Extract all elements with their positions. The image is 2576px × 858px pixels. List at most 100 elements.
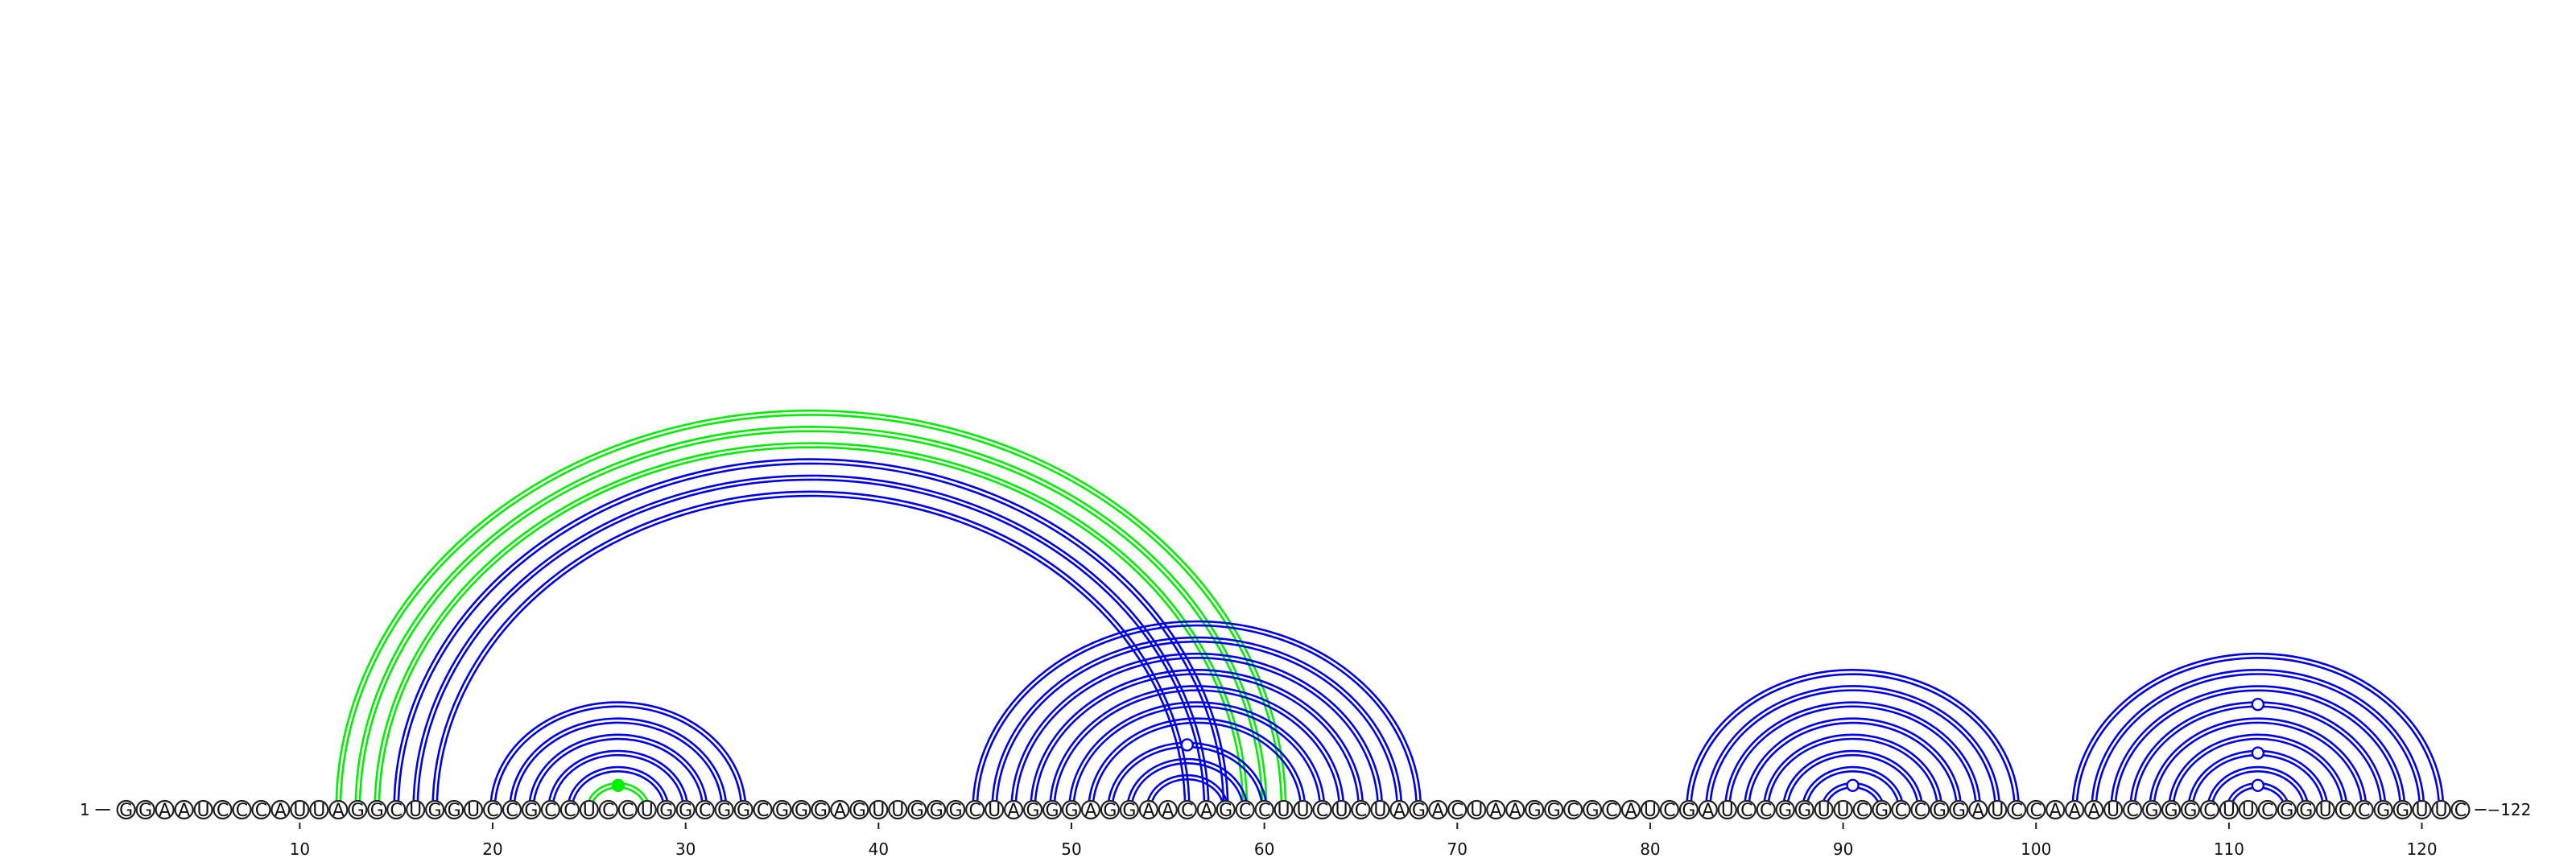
nucleotide: A (270, 799, 291, 821)
base-pair-arc (378, 446, 1245, 811)
nucleotide-letter: C (1605, 801, 1617, 821)
nucleotide-letter: G (119, 801, 133, 821)
nucleotide: A (830, 799, 850, 821)
nucleotide-circle (1293, 799, 1313, 820)
nucleotide-circle (425, 799, 445, 820)
nucleotide: A (1196, 799, 1216, 821)
nucleotide-letter: C (2203, 801, 2215, 821)
nucleotide-letter: G (1122, 801, 1136, 821)
nucleotide: U (193, 799, 213, 821)
nucleotide-circle (617, 799, 638, 820)
nucleotide-circle (1756, 799, 1776, 820)
nucleotide-letter: U (1297, 801, 1310, 821)
nucleotide-letter: U (197, 801, 210, 821)
nucleotide: U (1293, 799, 1313, 821)
nucleotide: G (675, 799, 696, 821)
nucleotide-circle (1100, 799, 1121, 820)
start-label: 1 (80, 800, 90, 819)
nucleotide-circle (656, 799, 676, 820)
nucleotide: G (1949, 799, 1969, 821)
nucleotide-circle (1409, 799, 1429, 820)
nucleotide: C (1235, 799, 1255, 821)
nucleotide-circle (598, 799, 618, 820)
nucleotide-circle (675, 799, 696, 820)
nucleotide-letter: G (795, 801, 808, 821)
tick-label: 110 (2214, 839, 2244, 858)
nucleotide: C (502, 799, 522, 821)
nucleotide-circle (1061, 799, 1082, 820)
nucleotide: G (1794, 799, 1814, 821)
nucleotide-letter: C (602, 801, 614, 821)
base-pair-arc (976, 624, 1418, 811)
nucleotide: C (540, 799, 561, 821)
nucleotide-circle (2065, 799, 2085, 820)
nucleotide: U (309, 799, 329, 821)
nucleotide-letter: U (1721, 801, 1734, 821)
base-pair-arc (2149, 718, 2368, 811)
nucleotide: G (1061, 799, 1082, 821)
nucleotide-letter: A (1624, 801, 1637, 821)
nucleotide-circle (232, 799, 252, 820)
base-pair-arc (1150, 778, 1225, 811)
nucleotide-circle (482, 799, 503, 820)
nucleotide: U (1274, 799, 1294, 821)
nucleotide-circle (193, 799, 213, 820)
nucleotide-letter: C (390, 801, 402, 821)
nucleotide-letter: G (2164, 801, 2178, 821)
nucleotide-circle (1331, 799, 1352, 820)
nucleotide-circle (406, 799, 426, 820)
nucleotide: U (1370, 799, 1390, 821)
base-pair-arc (566, 765, 670, 811)
nucleotide-circle (367, 799, 387, 820)
nucleotide: U (1717, 799, 1737, 821)
nucleotide-circle (502, 799, 522, 820)
nucleotide: U (2315, 799, 2335, 821)
nucleotide-letter: C (2454, 801, 2467, 821)
nucleotide: G (1042, 799, 1063, 821)
nucleotide: U (2219, 799, 2239, 821)
nucleotide-letter: U (2415, 801, 2428, 821)
nucleotide-letter: G (2396, 801, 2409, 821)
nucleotide-circle (985, 799, 1005, 820)
nucleotide: G (1872, 799, 1892, 821)
nucleotide-letter: C (506, 801, 518, 821)
nucleotide-letter: C (1895, 801, 1907, 821)
nucleotide-circle (1891, 799, 1911, 820)
base-pair-arc (489, 701, 747, 811)
nucleotide-letter: G (852, 801, 866, 821)
nucleotide-circle (1852, 799, 1872, 820)
nucleotide: A (1158, 799, 1178, 821)
nucleotide: U (1331, 799, 1352, 821)
nucleotide-letter: A (332, 801, 345, 821)
nucleotide: G (733, 799, 753, 821)
nucleotide-letter: G (679, 801, 692, 821)
nucleotide-letter: U (2223, 801, 2235, 821)
nucleotide-circle (753, 799, 773, 820)
nucleotide-letter: G (1064, 801, 1078, 821)
base-pair-arc (1053, 689, 1341, 811)
nucleotide: U (1640, 799, 1661, 821)
base-pair-arc (436, 494, 1187, 811)
nucleotide-circle (2180, 799, 2201, 820)
nucleotide-circle (290, 799, 310, 820)
nucleotide-circle (348, 799, 368, 820)
nucleotide-letter: C (1760, 801, 1772, 821)
base-pair-arc (431, 490, 1191, 811)
nucleotide: G (1525, 799, 1545, 821)
nucleotide-circle (309, 799, 329, 820)
nucleotide: G (2296, 799, 2316, 821)
nucleotide-circle (888, 799, 908, 820)
nucleotide-letter: G (1528, 801, 1542, 821)
nucleotide-letter: C (1316, 801, 1328, 821)
base-pair-arc (1690, 673, 2016, 811)
arc-marker (1846, 778, 1860, 793)
nucleotide-circle (386, 799, 407, 820)
nucleotide-letter: U (1991, 801, 2004, 821)
nucleotide-letter: G (448, 801, 461, 821)
nucleotide-letter: C (1914, 801, 1926, 821)
base-pair-arc (1125, 757, 1249, 811)
nucleotide: C (2122, 799, 2143, 821)
nucleotide-letter: C (1239, 801, 1251, 821)
nucleotide: G (907, 799, 927, 821)
base-pair-arc (532, 738, 704, 811)
